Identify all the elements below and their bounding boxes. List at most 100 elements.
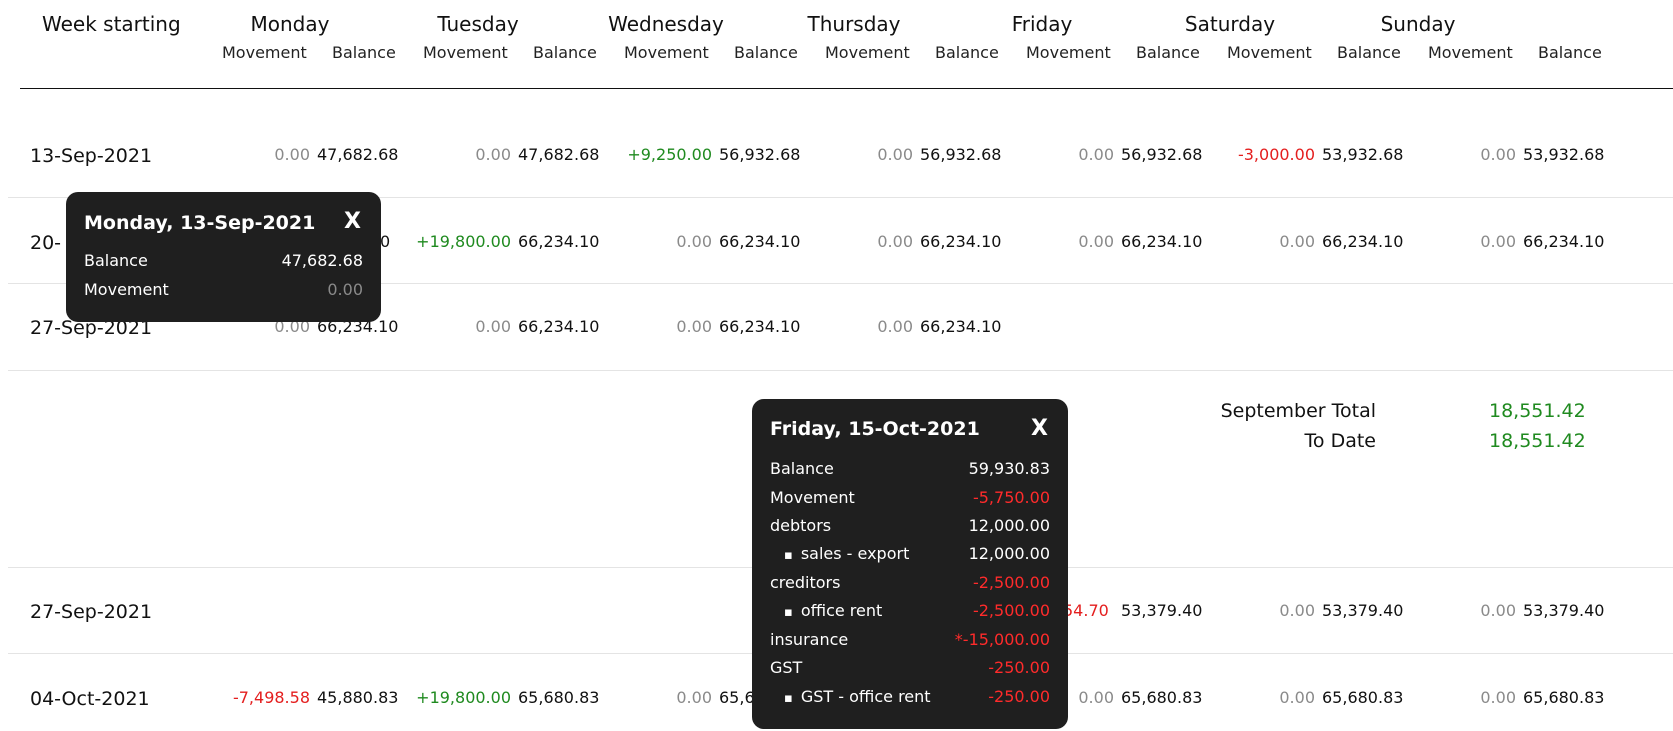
movement-cell[interactable]: 0.00 [1480,688,1516,707]
balance-cell[interactable]: 47,682.68 [317,145,399,164]
tooltip-row-value: -5,750.00 [972,488,1050,507]
movement-cell[interactable]: 54.70 [1063,601,1109,620]
tuesday-balance-subheader: Balance [533,43,597,62]
balance-cell[interactable]: 65,680.83 [518,688,600,707]
sunday-movement-subheader: Movement [1428,43,1513,62]
movement-cell[interactable]: 0.00 [676,232,712,251]
friday-balance-subheader: Balance [1136,43,1200,62]
movement-cell[interactable]: 0.00 [877,145,913,164]
saturday-movement-subheader: Movement [1227,43,1312,62]
close-icon[interactable]: X [344,209,361,234]
balance-cell[interactable]: 45,880.83 [317,688,399,707]
week-label: 13-Sep-2021 [30,145,153,167]
week-label: 20- [30,232,62,254]
movement-cell[interactable]: 0.00 [1279,232,1315,251]
tooltip-row-label: GST [770,658,803,677]
tooltip-row-label: debtors [770,516,832,535]
monday-movement-subheader: Movement [222,43,307,62]
balance-cell[interactable]: 65,680.83 [1322,688,1404,707]
movement-cell[interactable]: 0.00 [475,317,511,336]
tooltip-row-label: insurance [770,630,849,649]
movement-cell[interactable]: 0.00 [1480,232,1516,251]
day-header-wednesday: Wednesday [608,12,724,36]
balance-cell[interactable]: 53,932.68 [1322,145,1404,164]
movement-cell[interactable]: 0.00 [1078,232,1114,251]
monday-balance-subheader: Balance [332,43,396,62]
balance-cell[interactable]: 66,234.10 [719,317,801,336]
tooltip-row-label: Balance [770,459,834,478]
tooltip-row-label: Balance [84,251,148,270]
tooltip-row: GST - office rent -250.00 [770,687,1050,713]
movement-cell[interactable]: 0.00 [1279,688,1315,707]
tooltip-row: debtors 12,000.00 [770,516,1050,542]
balance-cell[interactable]: 53,379.40 [1121,601,1203,620]
balance-cell[interactable]: 53,379.40 [1523,601,1605,620]
balance-cell[interactable]: 66,234.10 [518,317,600,336]
balance-cell[interactable]: 56,932.68 [1121,145,1203,164]
row-divider [8,197,1673,198]
day-header-tuesday: Tuesday [437,12,519,36]
tooltip-row-value: 47,682.68 [281,251,363,270]
tooltip-row-balance: Balance 47,682.68 [84,251,363,277]
tooltip-row: Movement -5,750.00 [770,488,1050,514]
tooltip-row: sales - export 12,000.00 [770,544,1050,570]
tooltip-row-label: sales - export [784,544,910,563]
balance-cell[interactable]: 66,234.10 [719,232,801,251]
week-label: 27-Sep-2021 [30,317,153,339]
tooltip-row: insurance *-15,000.00 [770,630,1050,656]
movement-cell[interactable]: 0.00 [1078,145,1114,164]
row-divider [8,283,1673,284]
movement-cell[interactable]: +19,800.00 [416,688,511,707]
movement-cell[interactable]: 0.00 [1480,145,1516,164]
tooltip-title: Friday, 15-Oct-2021 [770,418,980,440]
day-header-saturday: Saturday [1184,12,1276,36]
day-header-monday: Monday [250,12,330,36]
movement-cell[interactable]: 0.00 [1480,601,1516,620]
balance-cell[interactable]: 47,682.68 [518,145,600,164]
balance-cell[interactable]: 66,234.10 [920,317,1002,336]
wednesday-balance-subheader: Balance [734,43,798,62]
movement-cell[interactable]: 0.00 [877,317,913,336]
balance-cell[interactable]: 0 [380,232,391,251]
tooltip-row-label: creditors [770,573,841,592]
tooltip-row-value: 12,000.00 [968,544,1050,563]
balance-cell[interactable]: 53,379.40 [1322,601,1404,620]
balance-cell[interactable]: 65,680.83 [1523,688,1605,707]
movement-cell[interactable]: 0.00 [1279,601,1315,620]
tooltip-row-label: office rent [784,601,882,620]
balance-cell[interactable]: 56,932.68 [719,145,801,164]
to-date-value: 18,551.42 [1489,430,1586,452]
balance-cell[interactable]: 66,234.10 [518,232,600,251]
tooltip-row: office rent -2,500.00 [770,601,1050,627]
balance-cell[interactable]: 66,234.10 [1121,232,1203,251]
sunday-balance-subheader: Balance [1538,43,1602,62]
month-total-value: 18,551.42 [1489,400,1586,422]
balance-cell[interactable]: 65,6 [719,688,755,707]
movement-cell[interactable]: 0.00 [1078,688,1114,707]
movement-cell[interactable]: 0.00 [274,145,310,164]
wednesday-movement-subheader: Movement [624,43,709,62]
week-label: 04-Oct-2021 [30,688,150,710]
tooltip-row-value: -2,500.00 [972,573,1050,592]
close-icon[interactable]: X [1031,416,1048,441]
movement-cell[interactable]: 0.00 [676,688,712,707]
week-label: 27-Sep-2021 [30,601,153,623]
day-header-sunday: Sunday [1380,12,1456,36]
movement-cell[interactable]: +9,250.00 [627,145,712,164]
month-total-label: September Total [1220,400,1376,422]
movement-cell[interactable]: 0.00 [475,145,511,164]
movement-cell[interactable]: -7,498.58 [232,688,310,707]
week-starting-header: Week starting [42,12,181,36]
balance-cell[interactable]: 66,234.10 [1322,232,1404,251]
balance-cell[interactable]: 65,680.83 [1121,688,1203,707]
tooltip-row: Balance 59,930.83 [770,459,1050,485]
balance-cell[interactable]: 56,932.68 [920,145,1002,164]
movement-cell[interactable]: 0.00 [877,232,913,251]
movement-cell[interactable]: 0.00 [676,317,712,336]
balance-cell[interactable]: 66,234.10 [920,232,1002,251]
balance-cell[interactable]: 66,234.10 [1523,232,1605,251]
movement-cell[interactable]: -3,000.00 [1237,145,1315,164]
day-detail-tooltip-friday: Friday, 15-Oct-2021 X Balance 59,930.83 … [752,399,1068,729]
balance-cell[interactable]: 53,932.68 [1523,145,1605,164]
movement-cell[interactable]: +19,800.00 [416,232,511,251]
